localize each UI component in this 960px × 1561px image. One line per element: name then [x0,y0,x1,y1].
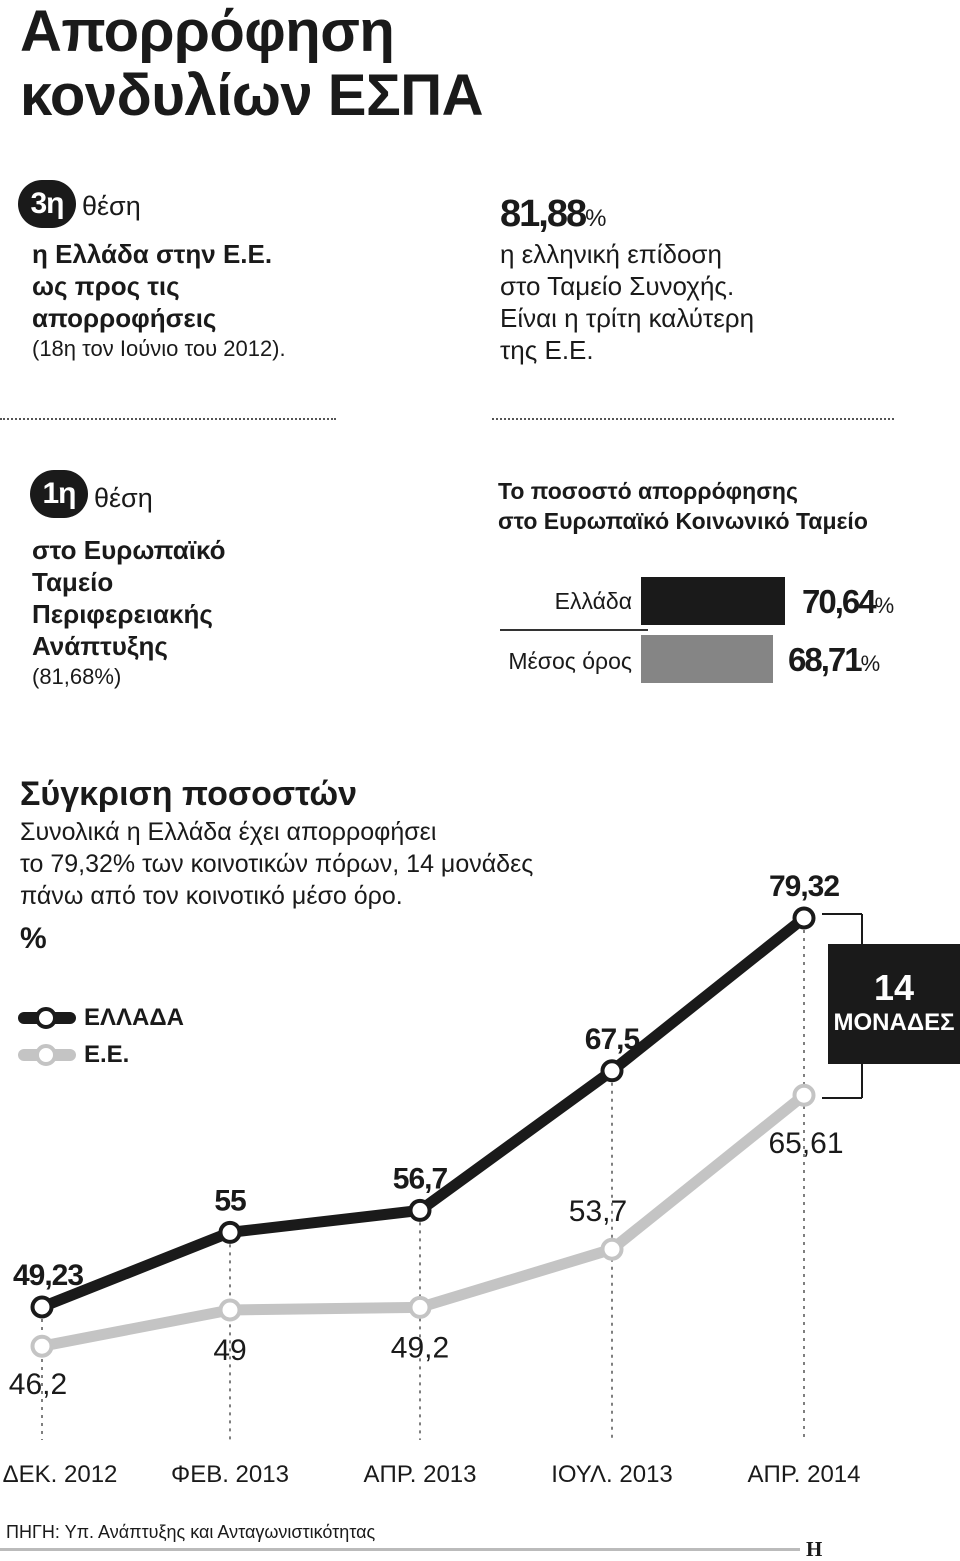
rank-word-eu: θέση [82,191,141,221]
rank-eu-line: ως προς τις [32,271,180,301]
cohesion-line: η ελληνική επίδοση [500,239,722,269]
comparison-title: Σύγκριση ποσοστών [20,775,358,813]
point-greece [30,1295,54,1319]
data-label-greece: 56,7 [393,1162,448,1195]
point-greece [600,1059,624,1083]
data-label-eu: 46,2 [9,1368,67,1401]
rank-regional-note: (81,68%) [32,664,122,689]
rank-regional-line: στο Ευρωπαϊκό [32,535,226,565]
brand-logo: Η ΚΑΘΗΜΕΡΙΝΗ [806,1537,823,1561]
x-axis-labels: ΔΕΚ. 2012 ΦΕΒ. 2013 ΑΠΡ. 2013 ΙΟΥΛ. 2013 ΑΠΡ… [3,1461,861,1488]
difference-box: 14 ΜΟΝΑΔΕΣ [828,944,960,1064]
cohesion-unit: % [585,205,607,232]
esf-value-average-number: 68,71 [788,641,863,678]
page-title: Απορρόφηση κονδυλίων ΕΣΠΑ [20,0,484,128]
legend-swatches [18,1007,76,1066]
divider-left [0,418,336,420]
data-label-greece: 79,32 [769,870,839,903]
x-tick-label: ΑΠΡ. 2014 [747,1461,860,1488]
data-label-greece: 67,5 [585,1023,640,1056]
chart-series: 46,2 49 49,2 53,7 65,61 49,23 55 56,7 67,5 79,32 [9,870,844,1401]
difference-bracket [822,913,863,1099]
chart-guides [41,930,805,1440]
rank-eu-text: η Ελλάδα στην Ε.Ε. ως προς τις απορροφήσ… [32,238,286,364]
comparison-line: το 79,32% των κοινοτικών πόρων, 14 μονάδ… [20,850,534,878]
esf-bar-average [641,635,773,683]
x-tick-label: ΦΕΒ. 2013 [171,1461,289,1488]
rank-regional-line: Ταμείο [32,567,114,597]
esf-value-average: 68,71% [788,640,880,684]
title-line-2: κονδυλίων ΕΣΠΑ [20,63,484,128]
x-tick-label: ΑΠΡ. 2013 [363,1461,476,1488]
cohesion-line: Είναι η τρίτη καλύτερη [500,303,755,333]
esf-separator [500,629,648,631]
data-label-eu: 53,7 [569,1195,627,1228]
point-greece [408,1198,432,1222]
point-eu [408,1295,432,1319]
cohesion-line: της Ε.Ε. [500,335,594,365]
difference-number: 14 [873,967,915,1008]
rank-word-regional: θέση [94,483,153,513]
esf-label-average: Μέσος όρος [508,648,632,674]
esf-value-greece-unit: % [874,593,895,618]
comparison-line: Συνολικά η Ελλάδα έχει απορροφήσει [20,818,437,846]
rank-eu-line: η Ελλάδα στην Ε.Ε. [32,239,273,269]
legend-swatch-eu [18,1044,76,1066]
cohesion-value: 81,88% [500,192,606,241]
esf-bar-greece [641,577,785,625]
difference-word: ΜΟΝΑΔΕΣ [833,1009,955,1036]
legend-swatch-greece [18,1007,76,1029]
y-unit-label: % [20,922,47,955]
data-label-greece: 55 [214,1184,246,1217]
source-note: ΠΗΓΗ: Υπ. Ανάπτυξης και Ανταγωνιστικότητ… [6,1522,376,1542]
cohesion-text: η ελληνική επίδοση στο Ταμείο Συνοχής. Ε… [500,238,754,366]
esf-title-line: Το ποσοστό απορρόφησης [498,478,798,504]
rank-regional-text: στο Ευρωπαϊκό Ταμείο Περιφερειακής Ανάπτ… [32,534,225,692]
rank-eu-line: απορροφήσεις [32,303,217,333]
esf-value-greece-number: 70,64 [802,583,877,620]
point-eu [30,1334,54,1358]
rank-regional-line: Περιφερειακής [32,599,213,629]
data-label-eu: 49 [213,1334,246,1367]
esf-value-greece: 70,64% [802,582,894,626]
cohesion-number: 81,88 [500,193,587,235]
data-label-eu: 65,61 [768,1127,843,1160]
divider-right [492,418,894,420]
point-eu [600,1237,624,1261]
comparison-text: Συνολικά η Ελλάδα έχει απορροφήσει το 79… [20,816,533,912]
rank-badge-eu: 3η [18,180,76,228]
series-line-greece [36,912,810,1313]
x-tick-label: ΔΕΚ. 2012 [3,1461,118,1488]
esf-title: Το ποσοστό απορρόφησης στο Ευρωπαϊκό Κοι… [498,476,868,536]
data-label-greece: 49,23 [13,1259,83,1292]
rank-regional-line: Ανάπτυξης [32,631,168,661]
point-greece [792,906,816,930]
title-line-1: Απορρόφηση [20,0,395,64]
data-label-eu: 49,2 [391,1331,449,1364]
esf-label-greece: Ελλάδα [554,588,632,614]
comparison-line: πάνω από τον κοινοτικό μέσο όρο. [20,882,403,910]
point-eu [218,1298,242,1322]
x-tick-label: ΙΟΥΛ. 2013 [551,1461,673,1488]
rank-eu-note: (18η τον Ιούνιο του 2012). [32,336,286,361]
legend-label-eu: Ε.Ε. [84,1041,130,1068]
cohesion-line: στο Ταμείο Συνοχής. [500,271,735,301]
esf-value-average-unit: % [860,651,881,676]
esf-title-line: στο Ευρωπαϊκό Κοινωνικό Ταμείο [498,508,868,534]
point-greece [218,1220,242,1244]
rank-badge-regional: 1η [30,470,88,518]
legend-label-greece: ΕΛΛΑΔΑ [84,1004,184,1031]
footer-rule [0,1548,800,1551]
point-eu [792,1083,816,1107]
